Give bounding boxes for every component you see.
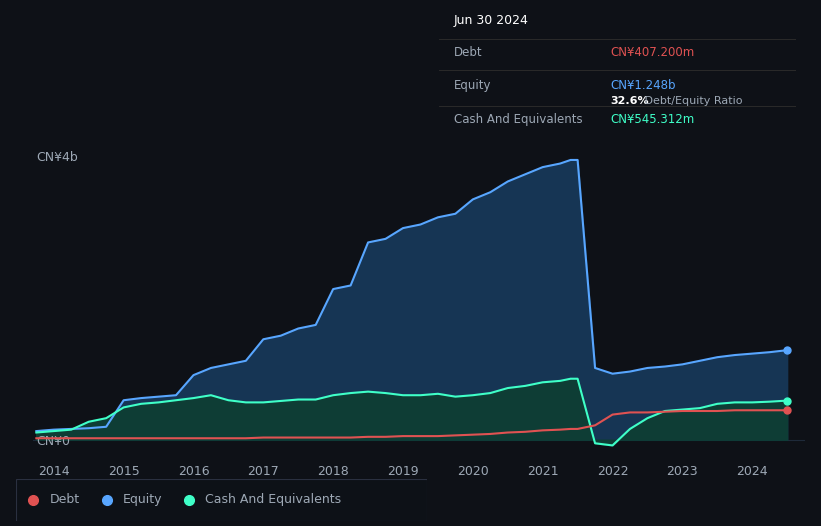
Text: CN¥4b: CN¥4b [37, 151, 79, 165]
Text: Jun 30 2024: Jun 30 2024 [453, 14, 529, 27]
Text: Cash And Equivalents: Cash And Equivalents [453, 114, 582, 126]
Text: Debt/Equity Ratio: Debt/Equity Ratio [641, 96, 742, 106]
Text: 32.6%: 32.6% [611, 96, 649, 106]
Text: Equity: Equity [123, 493, 163, 506]
Text: CN¥1.248b: CN¥1.248b [611, 79, 677, 92]
Text: Debt: Debt [453, 46, 482, 59]
Text: CN¥407.200m: CN¥407.200m [611, 46, 695, 59]
Text: Equity: Equity [453, 79, 491, 92]
Text: Cash And Equivalents: Cash And Equivalents [205, 493, 342, 506]
Text: CN¥545.312m: CN¥545.312m [611, 114, 695, 126]
Text: Debt: Debt [49, 493, 80, 506]
Text: CN¥0: CN¥0 [37, 435, 71, 448]
